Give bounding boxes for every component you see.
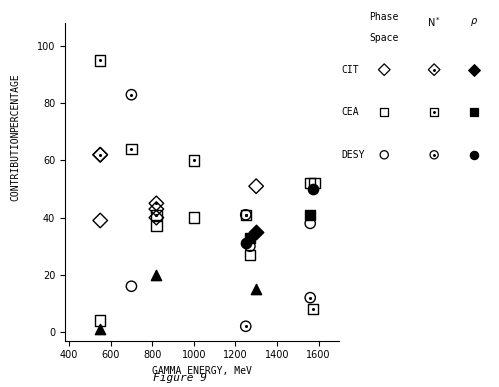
- Point: [96, 152, 104, 158]
- Point: [306, 180, 314, 187]
- Text: CEA: CEA: [342, 107, 359, 117]
- Point: [252, 286, 260, 292]
- Point: [430, 109, 438, 115]
- Point: [309, 306, 317, 312]
- Point: [190, 214, 198, 221]
- Point: [127, 146, 135, 152]
- Text: $\rho$: $\rho$: [470, 16, 478, 28]
- Point: [190, 158, 198, 164]
- Point: [96, 152, 104, 158]
- Point: [380, 152, 388, 158]
- Point: [242, 212, 250, 218]
- Point: [470, 67, 478, 73]
- Point: [306, 220, 314, 226]
- Point: [246, 235, 254, 241]
- Point: [306, 212, 314, 218]
- Text: Space: Space: [370, 33, 399, 43]
- Point: [242, 212, 250, 218]
- Text: Figure 9: Figure 9: [153, 373, 207, 383]
- Point: [430, 109, 438, 115]
- Text: N$^*$: N$^*$: [427, 15, 441, 29]
- Point: [380, 109, 388, 115]
- Point: [430, 152, 438, 158]
- Point: [127, 146, 135, 152]
- Point: [96, 57, 104, 63]
- Point: [306, 295, 314, 301]
- Point: [96, 57, 104, 63]
- Point: [152, 212, 160, 218]
- Text: DESY: DESY: [342, 150, 365, 160]
- Point: [96, 326, 104, 332]
- Point: [246, 243, 254, 249]
- Point: [152, 206, 160, 212]
- Point: [309, 306, 317, 312]
- Point: [152, 223, 160, 229]
- Point: [152, 200, 160, 206]
- Point: [309, 186, 317, 192]
- Point: [127, 283, 135, 289]
- Point: [306, 295, 314, 301]
- Point: [430, 67, 438, 73]
- Point: [430, 67, 438, 73]
- Point: [252, 229, 260, 235]
- Point: [242, 323, 250, 329]
- Point: [242, 212, 250, 218]
- Point: [152, 214, 160, 221]
- Text: CONTRIBUTION: CONTRIBUTION: [10, 131, 20, 201]
- Point: [252, 183, 260, 189]
- Point: [96, 317, 104, 324]
- Point: [190, 158, 198, 164]
- Text: CIT: CIT: [342, 65, 359, 75]
- Point: [246, 252, 254, 258]
- Point: [152, 200, 160, 206]
- Point: [96, 152, 104, 158]
- Point: [127, 92, 135, 98]
- X-axis label: GAMMA ENERGY, MeV: GAMMA ENERGY, MeV: [152, 366, 252, 376]
- Point: [470, 109, 478, 115]
- Point: [152, 272, 160, 278]
- Point: [152, 212, 160, 218]
- Point: [127, 92, 135, 98]
- Text: PERCENTAGE: PERCENTAGE: [10, 73, 20, 132]
- Point: [242, 323, 250, 329]
- Point: [470, 152, 478, 158]
- Point: [310, 180, 318, 187]
- Point: [430, 152, 438, 158]
- Point: [242, 240, 250, 247]
- Point: [242, 212, 250, 218]
- Point: [96, 217, 104, 224]
- Text: Phase: Phase: [370, 12, 399, 22]
- Point: [380, 67, 388, 73]
